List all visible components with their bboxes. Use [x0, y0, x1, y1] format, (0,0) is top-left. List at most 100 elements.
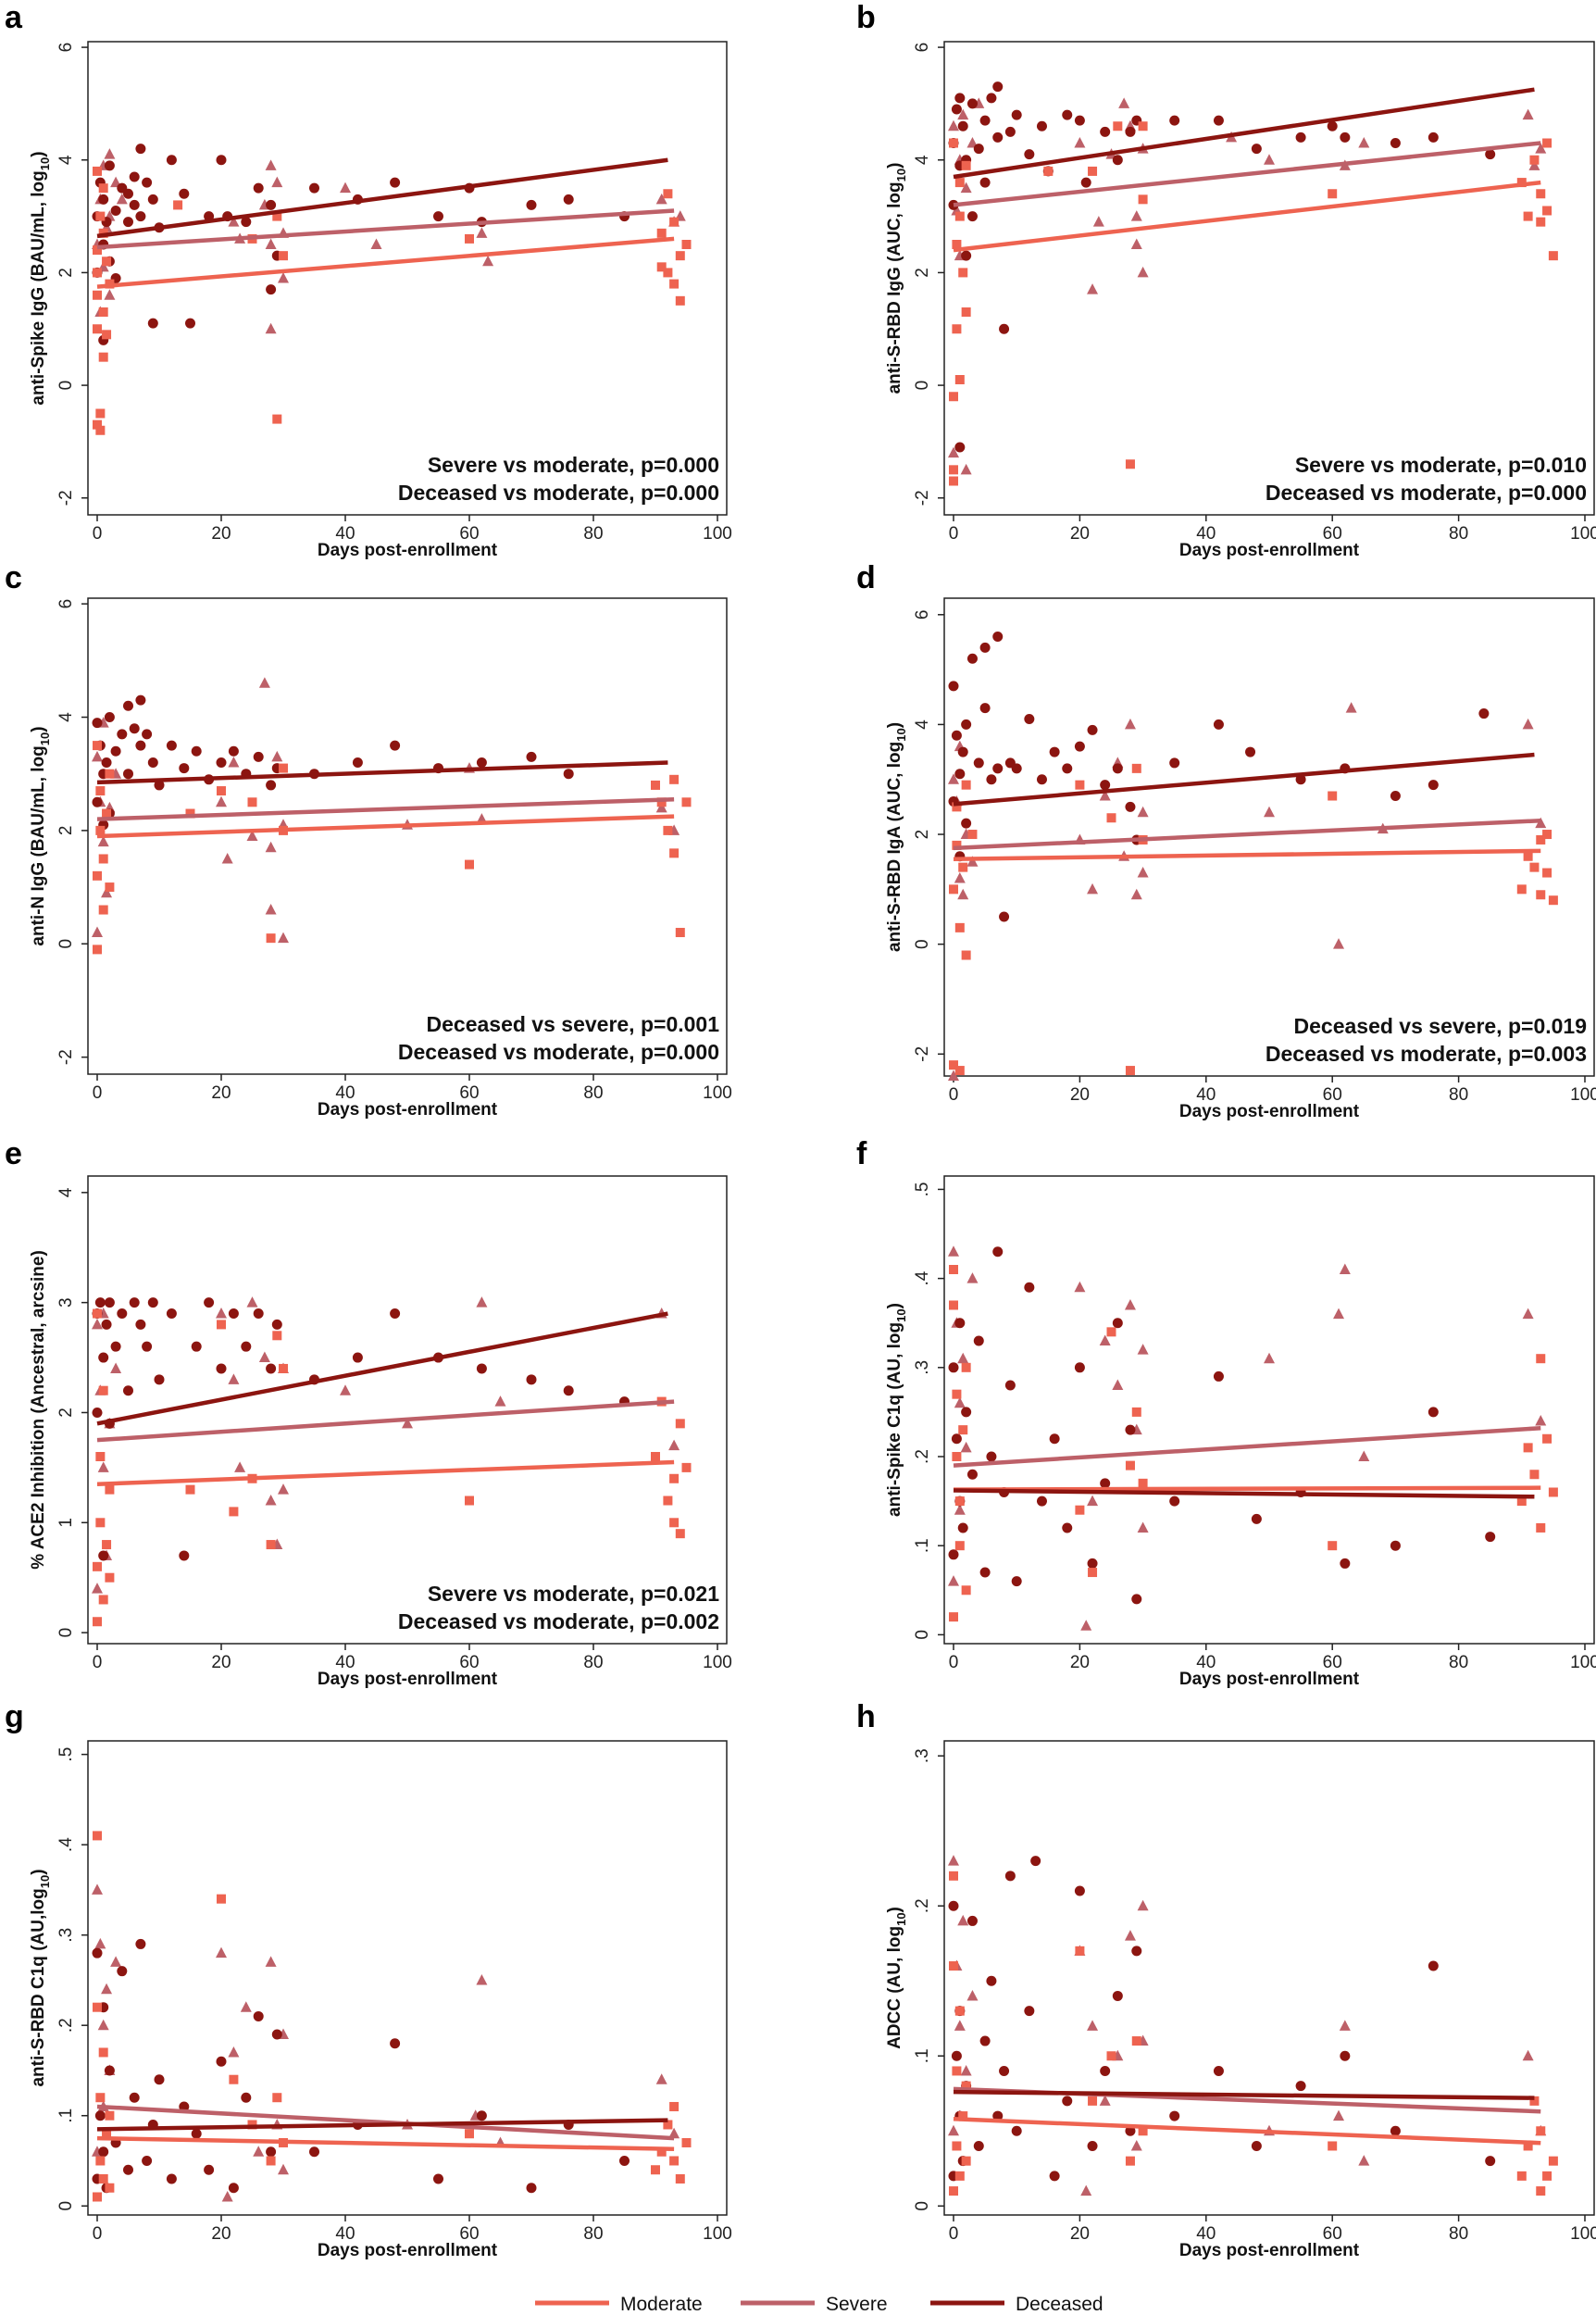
x-tick-label: 0 — [93, 524, 103, 544]
data-point-square — [95, 408, 106, 419]
data-point-square — [93, 290, 102, 300]
data-point-square — [465, 1495, 474, 1506]
data-point-square — [656, 262, 667, 272]
data-point-square — [681, 240, 692, 249]
data-point-circle — [110, 1341, 121, 1352]
data-point-triangle — [655, 801, 667, 813]
y-tick-label: -2 — [913, 490, 932, 506]
data-point-triangle — [954, 871, 966, 883]
data-point-square — [669, 279, 680, 289]
data-point-square — [954, 375, 965, 384]
data-point-square — [1138, 1478, 1148, 1488]
data-point-triangle — [957, 1352, 969, 1364]
data-point-square — [279, 1363, 288, 1373]
y-tick-label: .1 — [913, 1538, 932, 1553]
data-point-triangle — [265, 322, 277, 334]
data-point-square — [663, 189, 673, 199]
data-point-circle — [1074, 115, 1085, 126]
y-tick-label: .2 — [913, 1449, 932, 1464]
data-point-square — [95, 2156, 106, 2166]
y-tick-label: .1 — [913, 2048, 932, 2063]
data-point-circle — [123, 769, 133, 780]
data-point-circle — [954, 93, 966, 104]
data-point-circle — [1030, 1856, 1041, 1867]
x-tick-label: 60 — [459, 1653, 479, 1672]
data-point-square — [98, 183, 108, 194]
data-point-square — [1516, 178, 1527, 188]
x-axis-label: Days post-enrollment — [318, 1100, 498, 1120]
p-value-annotation: Deceased vs moderate, p=0.000 — [398, 1040, 719, 1064]
data-point-triangle — [271, 750, 283, 762]
series-points-moderate — [93, 741, 692, 955]
x-tick-label: 20 — [211, 524, 231, 544]
data-point-square — [669, 848, 680, 858]
data-point-square — [1548, 251, 1558, 261]
data-point-circle — [1125, 126, 1136, 137]
data-point-square — [1075, 1505, 1085, 1515]
data-point-triangle — [948, 773, 959, 784]
series-points-severe — [948, 1245, 1547, 1631]
data-point-circle — [1213, 719, 1224, 730]
data-point-square — [1138, 194, 1148, 205]
data-point-triangle — [1080, 2184, 1092, 2196]
y-tick-label: 0 — [913, 939, 932, 949]
fit-line-moderate — [953, 2117, 1541, 2146]
data-point-circle — [1428, 780, 1439, 791]
data-point-circle — [1011, 763, 1022, 774]
data-point-circle — [92, 796, 103, 807]
fit-line-moderate — [96, 814, 675, 839]
data-point-square — [93, 419, 102, 430]
data-point-square — [1536, 189, 1546, 199]
series-points-deceased — [92, 1938, 630, 2194]
x-tick-label: 20 — [211, 1653, 231, 1672]
series-points-severe — [948, 97, 1547, 475]
data-point-square — [465, 2129, 474, 2139]
data-point-triangle — [1074, 137, 1086, 148]
data-point-triangle — [1339, 2020, 1351, 2031]
fit-line-moderate — [96, 2135, 675, 2152]
data-point-triangle — [97, 2019, 109, 2031]
data-point-circle — [1428, 131, 1439, 143]
data-point-triangle — [265, 841, 277, 853]
data-point-square — [958, 268, 968, 278]
data-point-triangle — [655, 193, 667, 205]
data-point-circle — [1125, 1424, 1136, 1435]
data-point-circle — [1213, 1370, 1224, 1382]
x-tick-label: 40 — [335, 1083, 355, 1103]
series-points-moderate — [93, 1308, 692, 1627]
x-tick-label: 0 — [93, 2224, 103, 2244]
x-tick-label: 0 — [93, 1083, 103, 1103]
data-point-triangle — [1137, 1344, 1149, 1355]
x-tick-label: 0 — [949, 524, 959, 544]
data-point-square — [1328, 791, 1338, 801]
plot-frame — [943, 1740, 1595, 2216]
data-point-triangle — [246, 830, 258, 841]
data-point-circle — [954, 769, 966, 780]
data-point-square — [1328, 1541, 1338, 1551]
p-value-annotation: Severe vs moderate, p=0.010 — [1295, 453, 1587, 477]
fit-line-moderate — [953, 180, 1541, 253]
data-point-square — [1529, 2096, 1540, 2106]
data-point-circle — [166, 155, 177, 166]
data-point-square — [1125, 1066, 1135, 1076]
data-point-triangle — [240, 2001, 252, 2012]
y-axis-label-main: anti-S-RBD IgA (AUC, log — [885, 742, 904, 952]
data-point-circle — [526, 2183, 537, 2194]
data-point-circle — [101, 757, 112, 768]
fit-line-moderate — [953, 848, 1541, 861]
data-point-circle — [135, 694, 146, 706]
x-tick-label: 60 — [459, 524, 479, 544]
data-point-square — [272, 1331, 282, 1341]
data-point-square — [1131, 2036, 1141, 2046]
x-axis-label: Days post-enrollment — [1179, 541, 1360, 560]
panel-f: f 0 .1 .2 .3 .4 .5 0 20 40 60 80 100 Days post-enroll… — [856, 1136, 1596, 1689]
y-axis-label-end: ) — [29, 1869, 48, 1874]
data-point-triangle — [265, 1956, 277, 1967]
data-point-square — [1125, 2156, 1135, 2166]
data-point-circle — [1004, 1380, 1016, 1391]
panel-letter: h — [856, 1699, 876, 1734]
data-point-square — [95, 425, 106, 435]
data-point-circle — [973, 2140, 984, 2151]
